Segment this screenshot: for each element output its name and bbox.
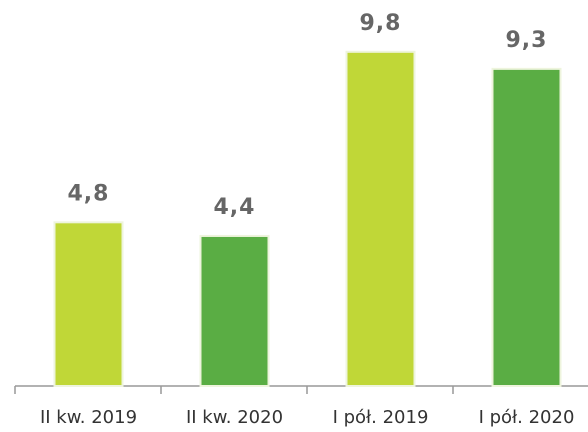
bar [345, 50, 416, 387]
x-tick-label: II kw. 2019 [40, 407, 137, 428]
value-label: 9,3 [506, 28, 548, 53]
bar [199, 234, 270, 387]
x-tick-label: I pół. 2019 [333, 407, 429, 428]
bar [53, 221, 124, 387]
value-label: 4,4 [214, 195, 256, 220]
x-tick-label: II kw. 2020 [186, 407, 283, 428]
value-label: 4,8 [68, 181, 110, 206]
value-label: 9,8 [360, 11, 402, 36]
bar [491, 67, 562, 388]
x-tick-label: I pół. 2020 [479, 407, 575, 428]
